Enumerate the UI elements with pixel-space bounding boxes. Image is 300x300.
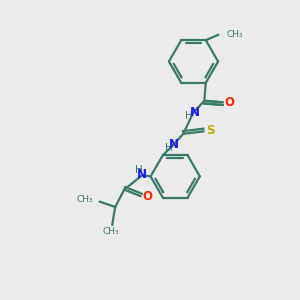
Text: O: O bbox=[142, 190, 152, 203]
Text: N: N bbox=[169, 138, 179, 151]
Text: CH₃: CH₃ bbox=[227, 30, 243, 39]
Text: N: N bbox=[189, 106, 200, 119]
Text: H: H bbox=[135, 165, 142, 175]
Text: O: O bbox=[224, 96, 234, 109]
Text: N: N bbox=[137, 167, 147, 181]
Text: H: H bbox=[165, 143, 173, 153]
Text: H: H bbox=[185, 111, 193, 121]
Text: S: S bbox=[206, 124, 214, 137]
Text: CH₃: CH₃ bbox=[102, 227, 119, 236]
Text: CH₃: CH₃ bbox=[76, 195, 93, 204]
